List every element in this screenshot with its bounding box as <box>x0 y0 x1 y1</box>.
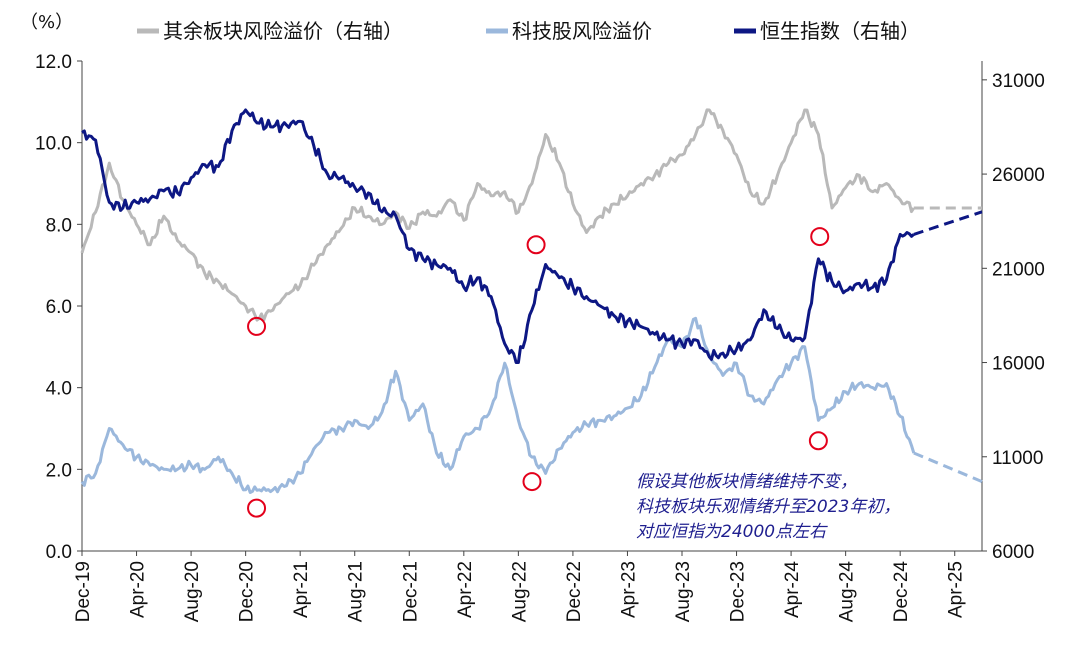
left-y-tick-label: 6.0 <box>46 297 72 318</box>
annotation-line: 假设其他板块情绪维持不变， <box>636 472 857 492</box>
x-tick-label: Aug-20 <box>182 561 203 622</box>
series-projection-dashed <box>913 451 983 483</box>
x-tick-label: Apr-20 <box>128 561 149 618</box>
right-y-tick-label: 16000 <box>992 354 1045 375</box>
right-y-tick-label: 11000 <box>992 448 1043 469</box>
right-y-tick-label: 31000 <box>992 71 1045 92</box>
highlight-circle-marker <box>808 431 828 451</box>
series-lines <box>80 108 983 494</box>
left-y-tick-label: 4.0 <box>46 379 72 400</box>
x-tick-label: Dec-20 <box>237 561 258 622</box>
series-line <box>80 108 916 322</box>
left-axis-unit-label: （%） <box>20 12 73 33</box>
chart-text: 0.0 2.0 4.0 6.0 8.0 10.0 12.0 6000 11000 16000 210… <box>20 12 1045 622</box>
axes <box>77 60 987 556</box>
annotation-line: 科技板块乐观情绪升至2023年初， <box>636 497 900 517</box>
x-tick-label: Dec-24 <box>891 561 912 623</box>
x-tick-label: Apr-25 <box>946 561 967 618</box>
right-y-tick-label: 6000 <box>992 542 1034 563</box>
x-tick-label: Aug-21 <box>346 561 367 622</box>
x-tick-label: Dec-21 <box>400 561 421 622</box>
x-tick-label: Aug-22 <box>509 561 530 622</box>
highlight-circle-marker <box>247 498 267 518</box>
highlight-circle-marker <box>522 472 542 492</box>
highlight-circle-marker <box>247 316 267 336</box>
x-tick-label: Dec-23 <box>728 561 749 622</box>
x-tick-label: Apr-21 <box>291 561 312 618</box>
highlight-circle-marker <box>810 227 830 247</box>
x-tick-label: Aug-24 <box>837 561 858 623</box>
x-tick-label: Dec-19 <box>73 561 94 622</box>
left-y-tick-label: 10.0 <box>35 134 72 155</box>
highlight-markers <box>247 227 830 518</box>
x-tick-label: Apr-22 <box>455 561 476 618</box>
annotation-line: 对应恒指为24000点左右 <box>636 522 828 542</box>
left-y-tick-label: 8.0 <box>46 215 72 236</box>
series-line <box>81 108 915 364</box>
x-tick-label: Apr-23 <box>618 561 639 618</box>
left-y-tick-label: 12.0 <box>35 52 72 73</box>
legend-label: 科技股风险溢价 <box>512 19 652 43</box>
highlight-circle-marker <box>526 235 546 255</box>
right-y-tick-label: 26000 <box>992 165 1045 186</box>
series-projection-dashed <box>913 210 983 236</box>
legend-label: 恒生指数（右轴） <box>760 19 920 43</box>
legend-label: 其余板块风险溢价（右轴） <box>163 19 403 43</box>
x-tick-label: Apr-24 <box>782 561 803 618</box>
left-y-tick-label: 2.0 <box>46 460 72 481</box>
x-tick-label: Dec-22 <box>564 561 585 622</box>
series-line <box>80 316 916 494</box>
x-tick-label: Aug-23 <box>673 561 694 622</box>
left-y-tick-label: 0.0 <box>46 542 72 563</box>
right-y-tick-label: 21000 <box>992 259 1045 280</box>
